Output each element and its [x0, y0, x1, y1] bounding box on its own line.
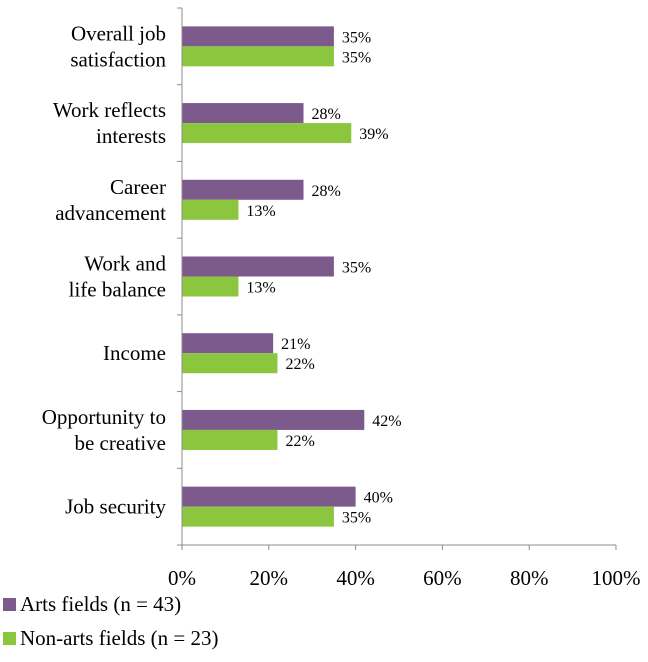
bar-non-arts-6 [182, 506, 334, 527]
data-label-arts-4: 21% [281, 336, 310, 353]
legend-label-arts: Arts fields (n = 43) [20, 592, 181, 616]
data-labels-group: 35% 35% 28% 39% 28% 13% 35% 13% 21% 22% 42% 22% 40% 3… [246, 29, 401, 526]
legend-label-non-arts: Non-arts fields (n = 23) [20, 626, 218, 650]
category-labels-group: Overall job satisfaction Work reflects inte… [42, 21, 167, 518]
legend: Arts fields (n = 43) Non-arts fields (n =… [3, 592, 218, 650]
data-label-non-arts-4: 22% [285, 356, 314, 373]
legend-swatch-non-arts [3, 632, 16, 645]
tick-labels-group: 0% 20% 40% 60% 80% 100% [168, 566, 641, 590]
data-label-non-arts-3: 13% [246, 280, 275, 297]
category-label-6: Job security [65, 495, 166, 519]
x-tick-label-0: 0% [168, 566, 196, 590]
bar-arts-2 [182, 179, 304, 200]
bar-non-arts-1 [182, 123, 352, 144]
bar-arts-6 [182, 486, 356, 507]
x-tick-label-3: 60% [423, 566, 462, 590]
category-label-3: Work and life balance [69, 252, 167, 302]
category-label-1: Work reflects interests [53, 98, 166, 148]
axes-group [177, 7, 617, 550]
bar-arts-4 [182, 333, 274, 354]
data-label-arts-5: 42% [372, 413, 401, 430]
x-tick-label-4: 80% [510, 566, 549, 590]
data-label-non-arts-0: 35% [342, 49, 371, 66]
category-label-0: Overall job satisfaction [70, 21, 166, 71]
bar-arts-1 [182, 103, 304, 124]
data-label-non-arts-2: 13% [246, 203, 275, 220]
bar-arts-0 [182, 26, 334, 47]
data-label-arts-2: 28% [312, 183, 341, 200]
category-label-5: Opportunity to be creative [42, 405, 166, 455]
data-label-non-arts-6: 35% [342, 510, 371, 527]
data-label-arts-1: 28% [312, 106, 341, 123]
bar-non-arts-0 [182, 46, 334, 67]
data-label-non-arts-1: 39% [359, 126, 388, 143]
bar-arts-3 [182, 256, 334, 277]
x-tick-label-1: 20% [250, 566, 289, 590]
category-label-2: Career advancement [55, 175, 166, 225]
bar-non-arts-5 [182, 429, 278, 450]
data-label-arts-3: 35% [342, 260, 371, 277]
bars-group [182, 26, 365, 527]
x-tick-label-5: 100% [592, 566, 641, 590]
category-label-4: Income [103, 341, 166, 365]
legend-swatch-arts [3, 598, 16, 611]
bar-non-arts-3 [182, 276, 239, 297]
bar-non-arts-2 [182, 199, 239, 220]
bar-arts-5 [182, 409, 365, 430]
data-label-arts-0: 35% [342, 29, 371, 46]
data-label-non-arts-5: 22% [285, 433, 314, 450]
x-tick-label-2: 40% [336, 566, 375, 590]
bar-non-arts-4 [182, 353, 278, 374]
data-label-arts-6: 40% [364, 490, 393, 507]
